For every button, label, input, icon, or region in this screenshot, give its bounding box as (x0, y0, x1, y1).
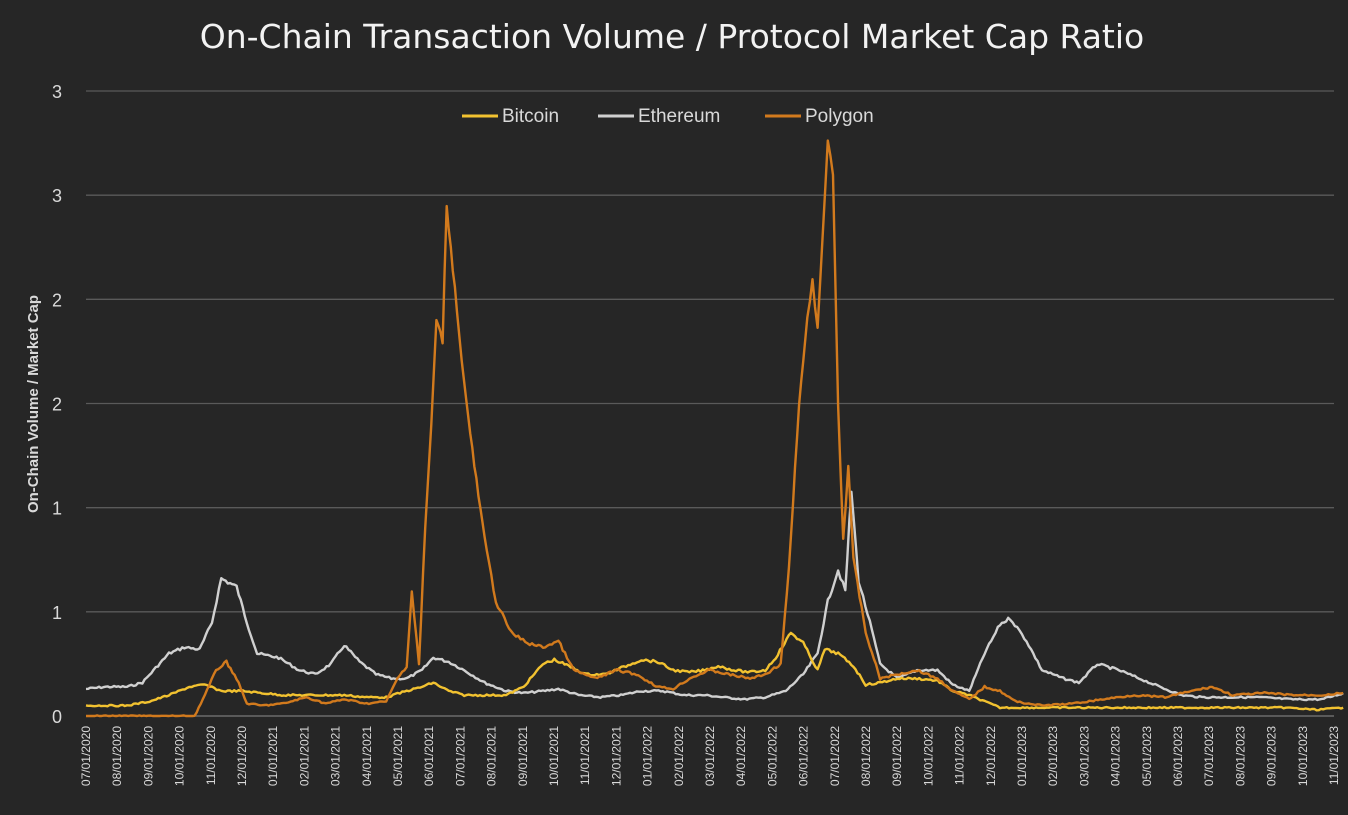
x-tick-label: 05/01/2021 (391, 726, 405, 786)
y-axis-label: On-Chain Volume / Market Cap (25, 295, 42, 513)
x-tick-label: 09/01/2022 (890, 726, 904, 786)
series-line-bitcoin (85, 631, 1344, 712)
legend-label-polygon: Polygon (805, 106, 874, 127)
x-tick-label: 12/01/2021 (609, 726, 623, 786)
y-tick-label: 0 (52, 707, 62, 727)
x-tick-label: 06/01/2022 (797, 726, 811, 786)
legend: Bitcoin Ethereum Polygon (462, 106, 874, 127)
x-tick-label: 04/01/2022 (734, 726, 748, 786)
x-tick-label: 10/01/2022 (921, 726, 935, 786)
x-tick-label: 09/01/2020 (141, 726, 155, 786)
x-tick-label: 03/01/2021 (329, 726, 343, 786)
x-tick-label: 05/01/2023 (1140, 726, 1154, 786)
chart-title: On-Chain Transaction Volume / Protocol M… (200, 17, 1144, 56)
x-tick-label: 11/01/2021 (578, 726, 592, 785)
y-tick-label: 2 (52, 290, 62, 310)
x-tick-label: 01/01/2023 (1015, 726, 1029, 786)
x-tick-label: 09/01/2023 (1265, 726, 1279, 786)
y-tick-label: 2 (52, 395, 62, 415)
legend-label-ethereum: Ethereum (638, 106, 720, 127)
x-tick-label: 03/01/2022 (703, 726, 717, 786)
x-tick-label: 06/01/2023 (1171, 726, 1185, 786)
y-tick-label: 3 (52, 82, 62, 102)
series-line-polygon (86, 139, 1344, 718)
x-tick-label: 11/01/2020 (204, 726, 218, 785)
x-tick-label: 11/01/2023 (1327, 726, 1341, 785)
x-tick-label: 02/01/2023 (1046, 726, 1060, 786)
x-tick-label: 05/01/2022 (765, 726, 779, 786)
x-tick-label: 08/01/2023 (1233, 726, 1247, 786)
x-tick-label: 09/01/2021 (516, 726, 530, 786)
x-tick-label: 03/01/2023 (1077, 726, 1091, 786)
x-tick-label: 02/01/2022 (672, 726, 686, 786)
x-tick-label: 07/01/2021 (453, 726, 467, 786)
x-tick-label: 04/01/2021 (360, 726, 374, 786)
x-tick-label: 11/01/2022 (953, 726, 967, 785)
legend-label-bitcoin: Bitcoin (502, 106, 559, 127)
y-tick-label: 1 (52, 499, 62, 519)
x-tick-label: 02/01/2021 (297, 726, 311, 786)
y-tick-labels: 0 1 1 2 2 3 3 (52, 82, 62, 727)
x-tick-label: 12/01/2020 (235, 726, 249, 786)
x-tick-label: 10/01/2020 (173, 726, 187, 786)
x-tick-label: 10/01/2021 (547, 726, 561, 786)
x-tick-label: 08/01/2020 (110, 726, 124, 786)
gridlines (86, 90, 1334, 717)
x-tick-label: 07/01/2022 (828, 726, 842, 786)
x-tick-label: 12/01/2022 (984, 726, 998, 786)
x-tick-label: 08/01/2022 (859, 726, 873, 786)
x-tick-label: 04/01/2023 (1109, 726, 1123, 786)
x-tick-label: 08/01/2021 (485, 726, 499, 786)
x-tick-label: 06/01/2021 (422, 726, 436, 786)
series-lines (85, 139, 1344, 718)
x-tick-label: 01/01/2021 (266, 726, 280, 786)
x-tick-label: 10/01/2023 (1296, 726, 1310, 786)
y-tick-label: 3 (52, 186, 62, 206)
x-tick-label: 07/01/2023 (1202, 726, 1216, 786)
x-tick-label: 07/01/2020 (79, 726, 93, 786)
x-tick-label: 01/01/2022 (641, 726, 655, 786)
y-tick-label: 1 (52, 603, 62, 623)
series-line-ethereum (85, 490, 1344, 702)
x-tick-labels: 07/01/2020 08/01/2020 09/01/2020 10/01/2020… (79, 726, 1341, 786)
